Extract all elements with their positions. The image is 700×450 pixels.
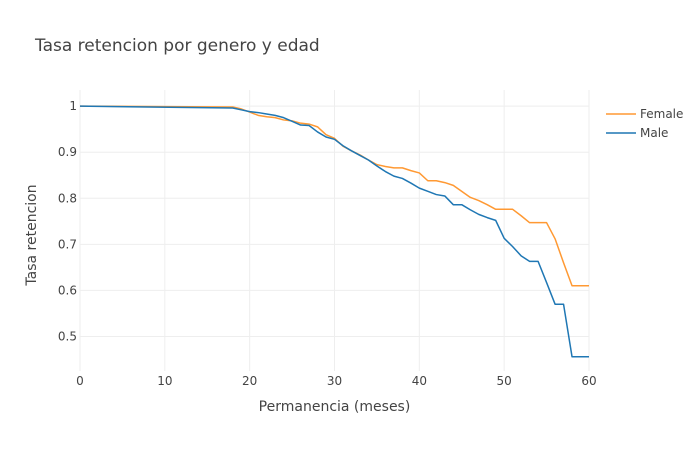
legend: Female Male [606,107,683,140]
series-lines [79,105,589,358]
y-tick-label: 0.7 [58,237,77,251]
series-line-female [79,105,589,287]
x-tick-label: 10 [157,374,172,388]
legend-label-female: Female [640,107,683,121]
x-tick-label: 60 [581,374,596,388]
x-tick-label: 0 [76,374,84,388]
y-tick-label: 0.6 [58,283,77,297]
y-axis-label: Tasa retencion [24,184,40,286]
x-tick-label: 20 [242,374,257,388]
chart-title: Tasa retencion por genero y edad [34,36,320,56]
x-axis-ticks: 0 10 20 30 40 50 60 [76,374,596,388]
y-axis-ticks: 0.5 0.6 0.7 0.8 0.9 1 [58,99,77,343]
y-tick-label: 0.9 [58,145,77,159]
grid-lines [79,90,590,371]
y-tick-label: 0.8 [58,191,77,205]
y-tick-label: 1 [69,99,77,113]
x-tick-label: 30 [327,374,342,388]
x-tick-label: 40 [412,374,427,388]
y-tick-label: 0.5 [58,329,77,343]
x-tick-label: 50 [497,374,512,388]
x-axis-label: Permanencia (meses) [259,399,411,415]
series-line-male [79,105,589,358]
legend-label-male: Male [640,126,668,140]
